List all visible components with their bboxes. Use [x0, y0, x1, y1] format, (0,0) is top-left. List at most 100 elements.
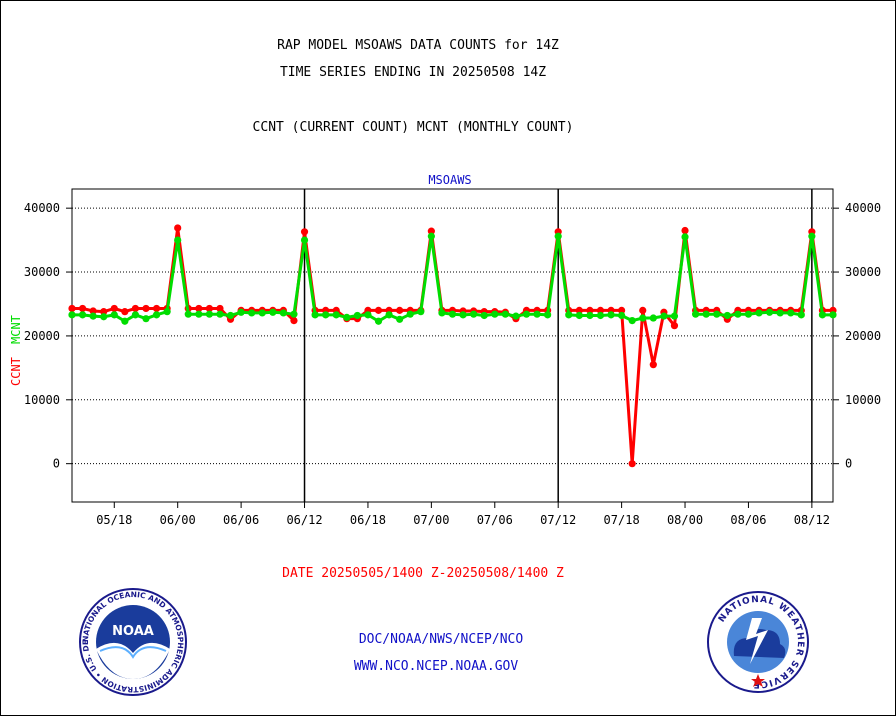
chart-title-line1: RAP MODEL MSOAWS DATA COUNTS for 14Z [277, 38, 559, 53]
nco-path-text: DOC/NOAA/NWS/NCEP/NCO [358, 632, 524, 647]
data-point-mcnt [681, 233, 689, 241]
data-point-mcnt [279, 309, 287, 317]
data-point-mcnt [322, 311, 330, 319]
data-point-mcnt [713, 310, 721, 318]
data-point-mcnt [702, 310, 710, 318]
data-point-mcnt [491, 310, 499, 318]
data-point-ccnt [152, 304, 161, 313]
data-point-ccnt [174, 224, 182, 232]
data-point-ccnt [205, 304, 214, 313]
data-point-mcnt [618, 311, 626, 320]
data-point-mcnt [184, 310, 192, 318]
data-point-mcnt [374, 317, 383, 325]
data-point-mcnt [195, 310, 203, 318]
data-point-mcnt [691, 310, 700, 318]
data-point-mcnt [78, 311, 87, 319]
data-point-mcnt [174, 236, 182, 244]
ylabel-ccnt: CCNT [9, 357, 23, 386]
y-tick-label-left: 20000 [24, 329, 60, 343]
data-point-mcnt [226, 311, 235, 320]
data-point-mcnt [670, 312, 679, 320]
y-tick-label-left: 0 [53, 457, 60, 471]
data-point-mcnt [512, 312, 520, 320]
data-point-mcnt [744, 310, 753, 318]
data-point-ccnt [670, 322, 679, 330]
y-tick-label-right: 10000 [845, 393, 881, 407]
data-point-mcnt [829, 311, 837, 319]
data-point-ccnt [300, 228, 309, 236]
data-point-mcnt [131, 311, 140, 319]
data-point-ccnt [121, 308, 129, 316]
data-point-ccnt [586, 306, 594, 314]
data-point-ccnt [396, 306, 404, 314]
data-point-ccnt [628, 460, 636, 468]
data-series [68, 224, 837, 468]
data-point-mcnt [776, 309, 784, 317]
x-tick-label: 07/06 [477, 513, 513, 527]
data-point-mcnt [586, 311, 594, 320]
data-point-ccnt [290, 316, 298, 325]
data-point-mcnt [353, 311, 361, 320]
data-point-ccnt [681, 226, 689, 235]
data-point-mcnt [343, 313, 351, 321]
data-point-mcnt [248, 309, 256, 317]
data-point-mcnt [818, 311, 827, 319]
data-point-mcnt [68, 311, 76, 319]
x-tick-label: 08/06 [730, 513, 766, 527]
data-point-ccnt [195, 304, 203, 313]
data-point-mcnt [575, 311, 583, 320]
data-point-mcnt [311, 311, 319, 319]
data-point-mcnt [438, 309, 446, 317]
x-axis-ticks: 05/18 06/00 06/06 06/12 06/18 07/00 07/06 07/12… [96, 502, 830, 527]
data-point-mcnt [755, 309, 763, 317]
y-tick-label-right: 40000 [845, 201, 881, 215]
data-point-mcnt [448, 310, 457, 318]
data-point-mcnt [787, 309, 795, 317]
data-point-mcnt [385, 311, 393, 319]
x-tick-label: 07/18 [604, 513, 640, 527]
plot-area-border [71, 188, 834, 503]
noaa-logo: NATIONAL OCEANIC AND ATMOSPHERIC ADMINIS… [78, 587, 187, 696]
data-point-mcnt [417, 308, 425, 316]
data-point-mcnt [100, 313, 108, 321]
data-point-ccnt [618, 306, 626, 314]
data-point-mcnt [396, 315, 404, 323]
x-tick-label: 06/12 [286, 513, 322, 527]
chart-title-line3: CCNT (CURRENT COUNT) MCNT (MONTHLY COUNT… [252, 120, 574, 135]
data-point-ccnt [596, 306, 605, 314]
data-point-mcnt [290, 310, 298, 318]
data-point-mcnt [459, 311, 467, 319]
data-point-mcnt [480, 311, 488, 320]
y-tick-label-left: 10000 [24, 393, 60, 407]
data-point-ccnt [575, 306, 583, 314]
data-point-ccnt [110, 304, 118, 313]
data-point-mcnt [364, 311, 372, 319]
data-point-mcnt [470, 310, 478, 318]
data-point-ccnt [89, 307, 97, 315]
data-point-ccnt [216, 304, 224, 313]
data-point-ccnt [142, 304, 150, 313]
data-point-ccnt [78, 304, 87, 313]
data-point-mcnt [110, 311, 118, 319]
data-point-mcnt [121, 317, 129, 325]
data-point-ccnt [427, 227, 435, 235]
data-point-ccnt [649, 361, 657, 369]
x-tick-label: 06/06 [223, 513, 259, 527]
data-point-mcnt [649, 314, 657, 322]
data-point-mcnt [607, 311, 615, 319]
y-tick-label-right: 0 [845, 457, 852, 471]
data-point-mcnt [205, 310, 214, 318]
data-point-mcnt [734, 310, 742, 318]
data-point-mcnt [216, 310, 224, 318]
series-line-ccnt [72, 226, 833, 466]
data-point-mcnt [152, 311, 161, 319]
y-tick-label-right: 30000 [845, 265, 881, 279]
data-point-ccnt [68, 304, 76, 313]
gridlines [72, 207, 833, 465]
data-point-ccnt [374, 306, 383, 314]
y-tick-label-left: 30000 [24, 265, 60, 279]
data-point-mcnt [765, 308, 774, 316]
data-point-mcnt [533, 310, 541, 318]
y-tick-label-left: 40000 [24, 201, 60, 215]
